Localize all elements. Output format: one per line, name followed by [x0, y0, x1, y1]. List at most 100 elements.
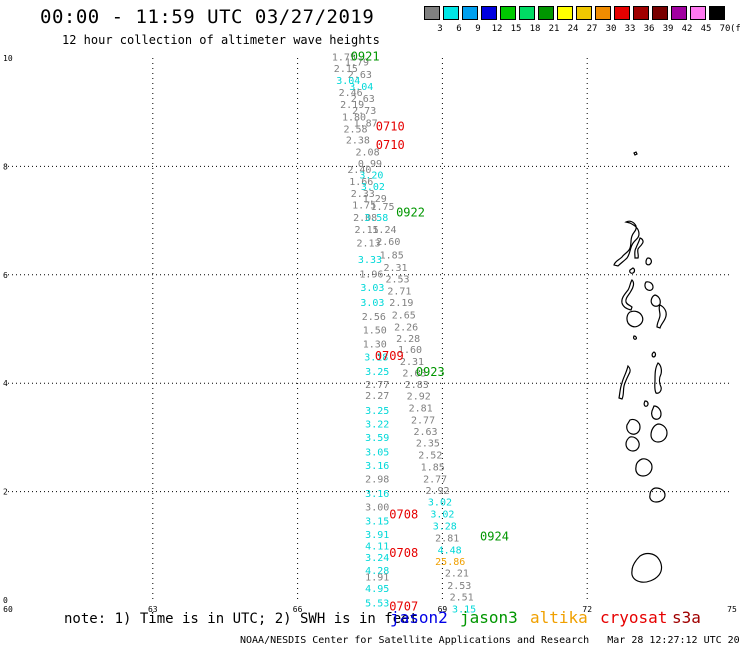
legend-swatch [595, 6, 611, 20]
wave-height-label: 2.81 [435, 533, 459, 544]
wave-height-label: 2.73 [352, 106, 376, 117]
island [631, 552, 663, 583]
wave-height-label: 2.77 [411, 415, 435, 426]
wave-height-label: 1.75 [352, 201, 376, 212]
y-tick-label: 10 [3, 54, 13, 63]
pass-time-label: 0922 [396, 205, 425, 219]
legend-swatch [481, 6, 497, 20]
wave-height-label: 2.46 [339, 88, 363, 99]
x-tick-label: 69 [438, 605, 448, 614]
credit-line: NOAA/NESDIS Center for Satellite Applica… [240, 635, 740, 646]
wave-height-label: 3.33 [358, 255, 382, 266]
wave-height-label: 2.98 [365, 474, 389, 485]
island [635, 458, 653, 477]
legend-swatch [690, 6, 706, 20]
x-tick-label: 66 [293, 605, 303, 614]
wave-height-label: 3.28 [433, 522, 457, 533]
x-tick-label: 72 [582, 605, 592, 614]
wave-height-label: 2.77 [365, 380, 389, 391]
legend-label: 36 [643, 24, 655, 34]
wave-height-label: 1.75 [332, 53, 356, 64]
wave-height-label: 3.16 [365, 461, 389, 472]
island [644, 281, 654, 291]
y-tick-label: 4 [3, 379, 8, 388]
x-tick-label: 63 [148, 605, 158, 614]
pass-time-label: 0708 [389, 546, 418, 560]
legend-swatch [557, 6, 573, 20]
wave-height-label: 2.63 [413, 427, 437, 438]
island [634, 237, 644, 259]
wave-height-label: 3.04 [336, 76, 360, 87]
wave-height-label: 2.26 [394, 323, 418, 334]
wave-height-label: 1.80 [342, 112, 366, 123]
wave-height-label: 4.11 [365, 542, 389, 553]
legend-label: 42 [681, 24, 693, 34]
wave-height-label: 3.22 [365, 420, 389, 431]
wave-height-label: 2.53 [447, 581, 471, 592]
legend-swatch [709, 6, 725, 20]
legend-swatch [519, 6, 535, 20]
legend-label: 12 [491, 24, 503, 34]
pass-time-labels: 0921 0710 0710 0922 0709 0923 0708 0924 0708 0707 [351, 50, 509, 614]
wave-height-label: 2.71 [387, 286, 411, 297]
wave-height-label: 3.91 [365, 530, 389, 541]
legend-label: 24 [567, 24, 579, 34]
wave-height-label: 2.63 [402, 369, 426, 380]
wave-height-label: 2.27 [365, 391, 389, 402]
island [633, 335, 637, 340]
wave-height-label: 3.04 [349, 82, 373, 93]
island [651, 405, 662, 420]
satellite-s3a: s3a [672, 608, 701, 627]
wave-height-label: 2.19 [340, 100, 364, 111]
wave-height-label: 3.02 [361, 182, 385, 193]
legend-swatch [614, 6, 630, 20]
wave-height-label: 2.83 [405, 380, 429, 391]
wave-height-label: 1.30 [363, 339, 387, 350]
legend-label: 21 [548, 24, 560, 34]
wave-height-label: 4.95 [365, 584, 389, 595]
wave-height-label: 3.05 [365, 447, 389, 458]
wave-height-label: 2.63 [348, 70, 372, 81]
island [643, 400, 649, 407]
wave-height-label: 2.38 [346, 136, 370, 147]
wave-height-label: 3.15 [452, 604, 476, 615]
wave-height-label: 2.81 [409, 403, 433, 414]
island [650, 294, 661, 307]
wave-height-label: 2.31 [384, 263, 408, 274]
legend-swatch [576, 6, 592, 20]
legend-swatch [443, 6, 459, 20]
y-tick-label: 8 [3, 162, 8, 171]
y-tick-label: 2 [3, 488, 8, 497]
wave-height-label: 2.77 [423, 474, 447, 485]
wave-height-label: 2.19 [389, 298, 413, 309]
legend-swatch [500, 6, 516, 20]
wave-height-label: 3.20 [359, 170, 383, 181]
wave-height-label: 5.53 [365, 599, 389, 610]
wave-height-label: 2.92 [407, 391, 431, 402]
wave-height-label: 3.25 [365, 367, 389, 378]
wave-height-label: 2.13 [356, 239, 380, 250]
pass-time-label: 0709 [375, 349, 404, 363]
footer-note: note: 1) Time is in UTC; 2) SWH is in fe… [64, 611, 419, 627]
wave-height-label: 3.03 [360, 298, 384, 309]
wave-height-label: 1.60 [398, 345, 422, 356]
wave-height-label: 3.16 [365, 489, 389, 500]
wave-height-label: 1.91 [365, 572, 389, 583]
pass-time-label: 0710 [376, 138, 405, 152]
legend-swatch [462, 6, 478, 20]
island [625, 436, 640, 452]
legend-label: 39 [662, 24, 674, 34]
map-title: 00:00 - 11:59 UTC 03/27/2019 [40, 6, 375, 28]
wave-height-label: 0.99 [358, 159, 382, 170]
wave-height-label: 2.63 [351, 94, 375, 105]
wave-height-label: 2.92 [426, 486, 450, 497]
wave-height-label: 3.24 [365, 553, 389, 564]
pass-time-label: 0921 [351, 50, 380, 64]
y-tick-label: 0 [3, 596, 8, 605]
x-tick-label: 75 [727, 605, 737, 614]
maldives-islands [613, 151, 668, 583]
wave-height-label: 2.65 [392, 311, 416, 322]
wave-height-label: 3.58 [364, 213, 388, 224]
wave-height-label: 2.53 [385, 274, 409, 285]
